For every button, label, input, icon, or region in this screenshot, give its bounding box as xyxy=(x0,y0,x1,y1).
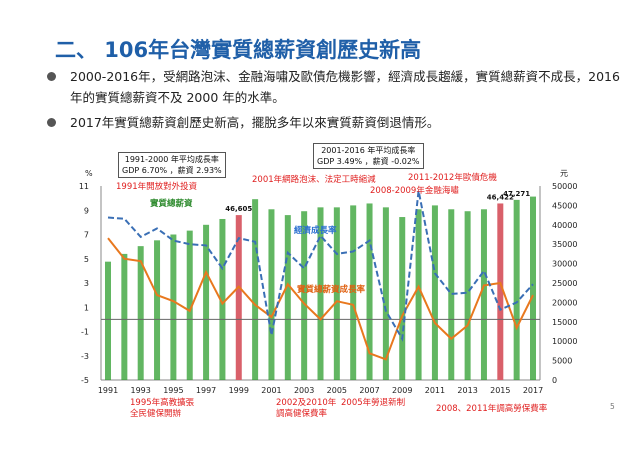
left-tick-label: 5 xyxy=(84,255,89,264)
line-wage-growth xyxy=(107,237,534,361)
left-tick-label: 7 xyxy=(84,231,89,240)
bar-2008 xyxy=(382,207,389,380)
x-tick-label: 2011 xyxy=(425,386,445,395)
bar-2012 xyxy=(448,209,455,380)
bar-1999 xyxy=(235,215,242,380)
left-tick-label: 9 xyxy=(84,206,89,215)
right-tick-label: 35000 xyxy=(552,240,577,249)
x-tick-label: 2009 xyxy=(392,386,412,395)
annotation-2002-l1: 2002及2010年 xyxy=(276,398,337,408)
bar-1994 xyxy=(154,240,161,380)
right-tick-label: 25000 xyxy=(552,279,577,288)
x-tick-label: 1993 xyxy=(131,386,151,395)
bar-1996 xyxy=(186,230,193,380)
bar-2002 xyxy=(284,215,291,380)
x-tick-label: 2003 xyxy=(294,386,314,395)
right-axis-unit: 元 xyxy=(560,169,568,178)
right-tick-label: 10000 xyxy=(552,337,577,346)
right-tick-label: 40000 xyxy=(552,221,577,230)
legend-wage-growth: 實質總薪資成長率 xyxy=(297,285,366,295)
bar-2007 xyxy=(366,203,373,380)
left-tick-label: -3 xyxy=(81,352,89,361)
annotation-2005: 2005年勞退新制 xyxy=(341,398,406,408)
legend-growth: 經濟成長率 xyxy=(294,226,337,236)
annotation-2008: 2008-2009年金融海嘯 xyxy=(370,186,459,196)
bar-2006 xyxy=(350,205,357,380)
bar-2004 xyxy=(317,207,324,380)
bar-1993 xyxy=(137,246,144,380)
bullet-2-text: 2017年實質總薪資創歷史新高，擺脫多年以來實質薪資倒退情形。 xyxy=(70,115,440,130)
page-number: 5 xyxy=(610,402,615,411)
x-tick-label: 1991 xyxy=(98,386,118,395)
x-tick-label: 2005 xyxy=(327,386,347,395)
bar-1992 xyxy=(121,253,128,380)
left-tick-label: -1 xyxy=(81,328,89,337)
bar-1995 xyxy=(170,234,177,380)
x-tick-label: 1995 xyxy=(163,386,183,395)
left-tick-label: 3 xyxy=(84,279,89,288)
bar-2017 xyxy=(530,196,536,380)
left-tick-label: 11 xyxy=(79,182,89,191)
bullet-dot-icon xyxy=(47,72,56,81)
bar-2013 xyxy=(464,211,471,380)
x-tick-label: 1997 xyxy=(196,386,216,395)
right-tick-label: 50000 xyxy=(552,182,577,191)
right-tick-label: 20000 xyxy=(552,298,577,307)
right-tick-label: 5000 xyxy=(552,357,572,366)
info-box-2-line2: GDP 3.49% ，薪資 -0.02% xyxy=(317,157,420,166)
bar-2000 xyxy=(252,199,259,380)
info-box-2-line1: 2001-2016 年平均成長率 xyxy=(321,146,416,155)
right-tick-label: 0 xyxy=(552,376,557,385)
bar-1997 xyxy=(203,224,210,380)
annotation-2002-l2: 調高健保費率 xyxy=(276,409,328,419)
left-tick-label: -5 xyxy=(81,376,89,385)
bar-2003 xyxy=(301,211,308,380)
bar-label-2015: 46,422 xyxy=(487,193,514,201)
x-tick-label: 2017 xyxy=(523,386,543,395)
x-tick-label: 2001 xyxy=(261,386,281,395)
info-box-1991-2000: 1991-2000 年平均成長率 GDP 6.70% ，薪資 2.93% xyxy=(118,152,226,178)
right-tick-label: 15000 xyxy=(552,318,577,327)
x-tick-label: 2007 xyxy=(359,386,379,395)
annotation-1995-l1: 1995年高教擴張 xyxy=(130,398,195,408)
annotation-2008-2011: 2008、2011年調高勞保費率 xyxy=(436,404,548,414)
bar-1991 xyxy=(105,261,111,380)
info-box-1-line2: GDP 6.70% ，薪資 2.93% xyxy=(122,166,222,175)
bar-2001 xyxy=(268,209,275,380)
x-tick-label: 1999 xyxy=(229,386,249,395)
x-tick-label: 2015 xyxy=(490,386,510,395)
bar-label-1999: 46,605 xyxy=(225,205,252,213)
bar-2005 xyxy=(333,207,340,380)
info-box-2001-2016: 2001-2016 年平均成長率 GDP 3.49% ，薪資 -0.02% xyxy=(313,143,424,169)
bar-2009 xyxy=(399,217,406,380)
bar-label-2016: 47,271 xyxy=(503,190,530,198)
bar-2011 xyxy=(431,205,438,380)
bar-2015 xyxy=(497,203,504,380)
left-tick-label: 1 xyxy=(84,303,89,312)
info-box-1-line1: 1991-2000 年平均成長率 xyxy=(124,155,219,164)
right-tick-label: 30000 xyxy=(552,260,577,269)
line-economic-growth xyxy=(107,190,534,342)
bar-2016 xyxy=(513,199,520,380)
annotation-2001: 2001年網路泡沫、法定工時縮減 xyxy=(252,175,376,185)
annotation-1991: 1991年開放對外投資 xyxy=(116,182,198,192)
bar-1998 xyxy=(219,218,226,380)
bar-2014 xyxy=(480,209,487,380)
bullet-1-text: 2000-2016年，受網路泡沫、金融海嘯及歐債危機影響，經濟成長趨緩，實質總薪… xyxy=(70,69,620,105)
legend-wages: 實質總薪資 xyxy=(150,199,193,209)
x-tick-label: 2013 xyxy=(457,386,477,395)
right-tick-label: 45000 xyxy=(552,201,577,210)
bar-2010 xyxy=(415,209,422,380)
page-title: 二、 106年台灣實質總薪資創歷史新高 xyxy=(55,38,422,62)
annotation-2011: 2011-2012年歐債危機 xyxy=(408,173,497,183)
left-axis-unit: % xyxy=(85,169,93,178)
bullet-dot-icon xyxy=(47,118,56,127)
annotation-1995-l2: 全民健保開辦 xyxy=(130,409,182,419)
